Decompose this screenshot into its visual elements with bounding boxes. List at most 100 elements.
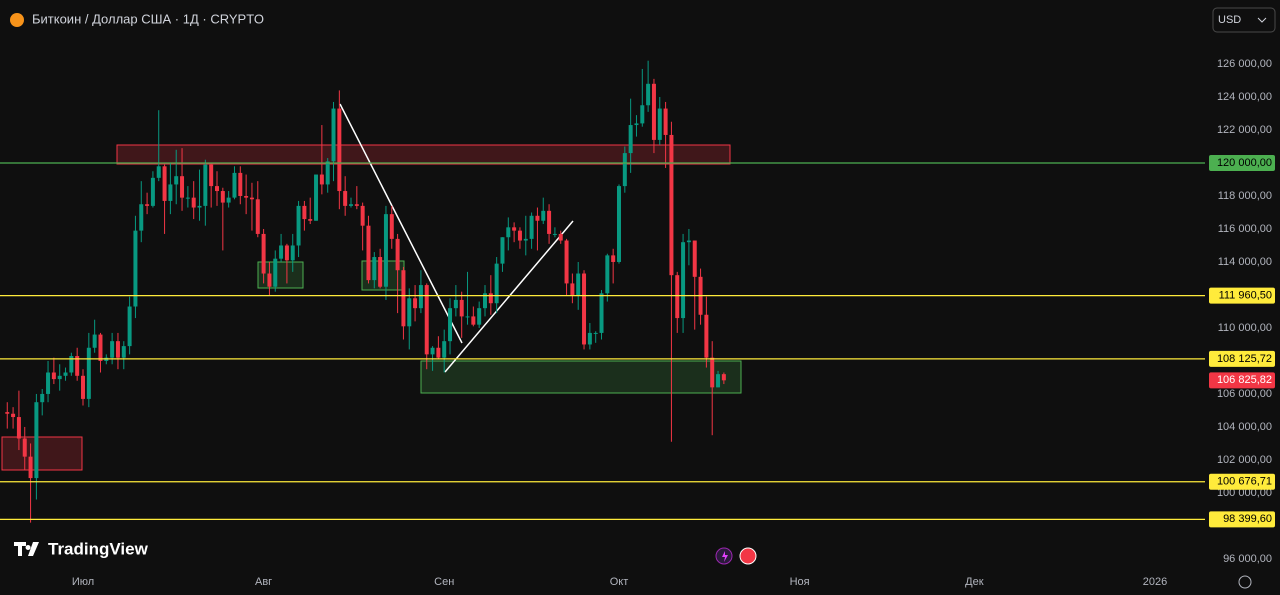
candle-body: [471, 316, 476, 325]
price-line-label: 108 125,72: [1217, 353, 1272, 365]
candle-body: [424, 285, 429, 355]
candle-body: [325, 161, 330, 185]
candle-body: [482, 293, 487, 309]
brand-name: TradingView: [48, 539, 149, 558]
candle-body: [558, 233, 563, 241]
y-tick-label: 116 000,00: [1218, 223, 1272, 235]
candle-body: [517, 230, 522, 241]
candle-body: [564, 240, 569, 284]
x-tick-label: Авг: [255, 576, 272, 588]
resistance-zone: [1, 436, 83, 471]
candle-body: [249, 197, 254, 200]
candle-body: [372, 257, 377, 281]
y-tick-label: 104 000,00: [1217, 421, 1272, 433]
price-line-label: 98 399,60: [1223, 513, 1272, 525]
support-zone: [420, 360, 742, 394]
candle-body: [267, 273, 272, 287]
candle-body: [63, 372, 68, 376]
candle-body: [418, 285, 423, 309]
currency-label: USD: [1218, 14, 1241, 26]
candle-body: [686, 240, 691, 243]
price-line-label: 111 960,50: [1219, 290, 1272, 302]
status-icons: [715, 547, 1252, 589]
x-tick-label: Ноя: [790, 576, 810, 588]
candle-body: [121, 346, 126, 358]
candle-body: [395, 238, 400, 271]
x-tick-label: Июл: [72, 576, 94, 588]
candle-body: [34, 402, 39, 479]
candle-body: [634, 123, 639, 126]
candle-body: [587, 332, 592, 345]
candle-body: [28, 456, 33, 479]
candle-body: [535, 215, 540, 221]
candle-body: [459, 299, 464, 317]
candle-body: [127, 306, 132, 347]
candle-body: [675, 275, 680, 319]
candle-body: [238, 172, 243, 196]
candle-body: [145, 204, 150, 206]
candle-body: [716, 374, 721, 388]
candle-body: [16, 417, 21, 439]
candle-body: [51, 372, 56, 380]
y-tick-label: 118 000,00: [1218, 190, 1272, 202]
candle-body: [628, 125, 633, 154]
candle-body: [139, 204, 144, 231]
candle-body: [512, 227, 517, 231]
candle-body: [692, 240, 697, 277]
settings-icon[interactable]: [1238, 575, 1252, 589]
brand-logo: [14, 542, 39, 556]
candle-body: [290, 245, 295, 261]
candle-body: [640, 105, 645, 124]
candle-body: [314, 174, 319, 221]
y-tick-label: 110 000,00: [1218, 322, 1272, 334]
candle-body: [616, 186, 621, 262]
price-line-label: 100 676,71: [1217, 476, 1272, 488]
candle-body: [296, 205, 301, 246]
candle-body: [593, 332, 598, 334]
header: Биткоин / Доллар США · 1Д · CRYPTO USD: [10, 7, 1276, 33]
candle-body: [354, 204, 359, 206]
y-tick-label: 122 000,00: [1217, 124, 1272, 136]
candle-body: [232, 172, 237, 198]
chevron: [1257, 17, 1267, 23]
symbol-icon: [10, 13, 24, 27]
candle-body: [273, 258, 278, 287]
currency-select[interactable]: [1212, 7, 1276, 33]
resistance-zone: [116, 144, 731, 165]
candle-body: [226, 197, 231, 203]
candle-body: [465, 316, 470, 318]
bolt: [722, 551, 728, 562]
candle-body: [436, 347, 441, 358]
brand: TradingView: [14, 539, 149, 558]
candle-body: [302, 205, 307, 220]
candle-body: [98, 334, 103, 361]
symbol-title: Биткоин / Доллар США · 1Д · CRYPTO: [32, 11, 264, 26]
trend-line: [339, 103, 463, 344]
candle-body: [244, 195, 249, 198]
candle-body: [110, 341, 115, 358]
candle-body: [360, 205, 365, 226]
x-tick-label: Окт: [610, 576, 629, 588]
candle-body: [75, 356, 80, 376]
candle-body: [529, 215, 534, 239]
candle-body: [168, 184, 173, 201]
candle-body: [576, 273, 581, 295]
candle-body: [547, 210, 552, 234]
candle-body: [453, 299, 458, 309]
candle-body: [86, 347, 91, 399]
candle-body: [651, 83, 656, 140]
news-icon[interactable]: [739, 547, 757, 565]
candle-body: [611, 255, 616, 262]
candle-body: [209, 164, 214, 187]
candle-body: [681, 242, 686, 319]
candle-body: [279, 245, 284, 259]
y-tick-label: 100 000,00: [1217, 487, 1272, 499]
x-tick-label: 2026: [1143, 576, 1167, 588]
x-tick-label: Сен: [434, 576, 454, 588]
candle-body: [191, 197, 196, 208]
candle-body: [57, 375, 62, 380]
candle-body: [81, 375, 85, 399]
last-price-label: 106 825,82: [1217, 374, 1272, 386]
candle-body: [599, 293, 604, 333]
